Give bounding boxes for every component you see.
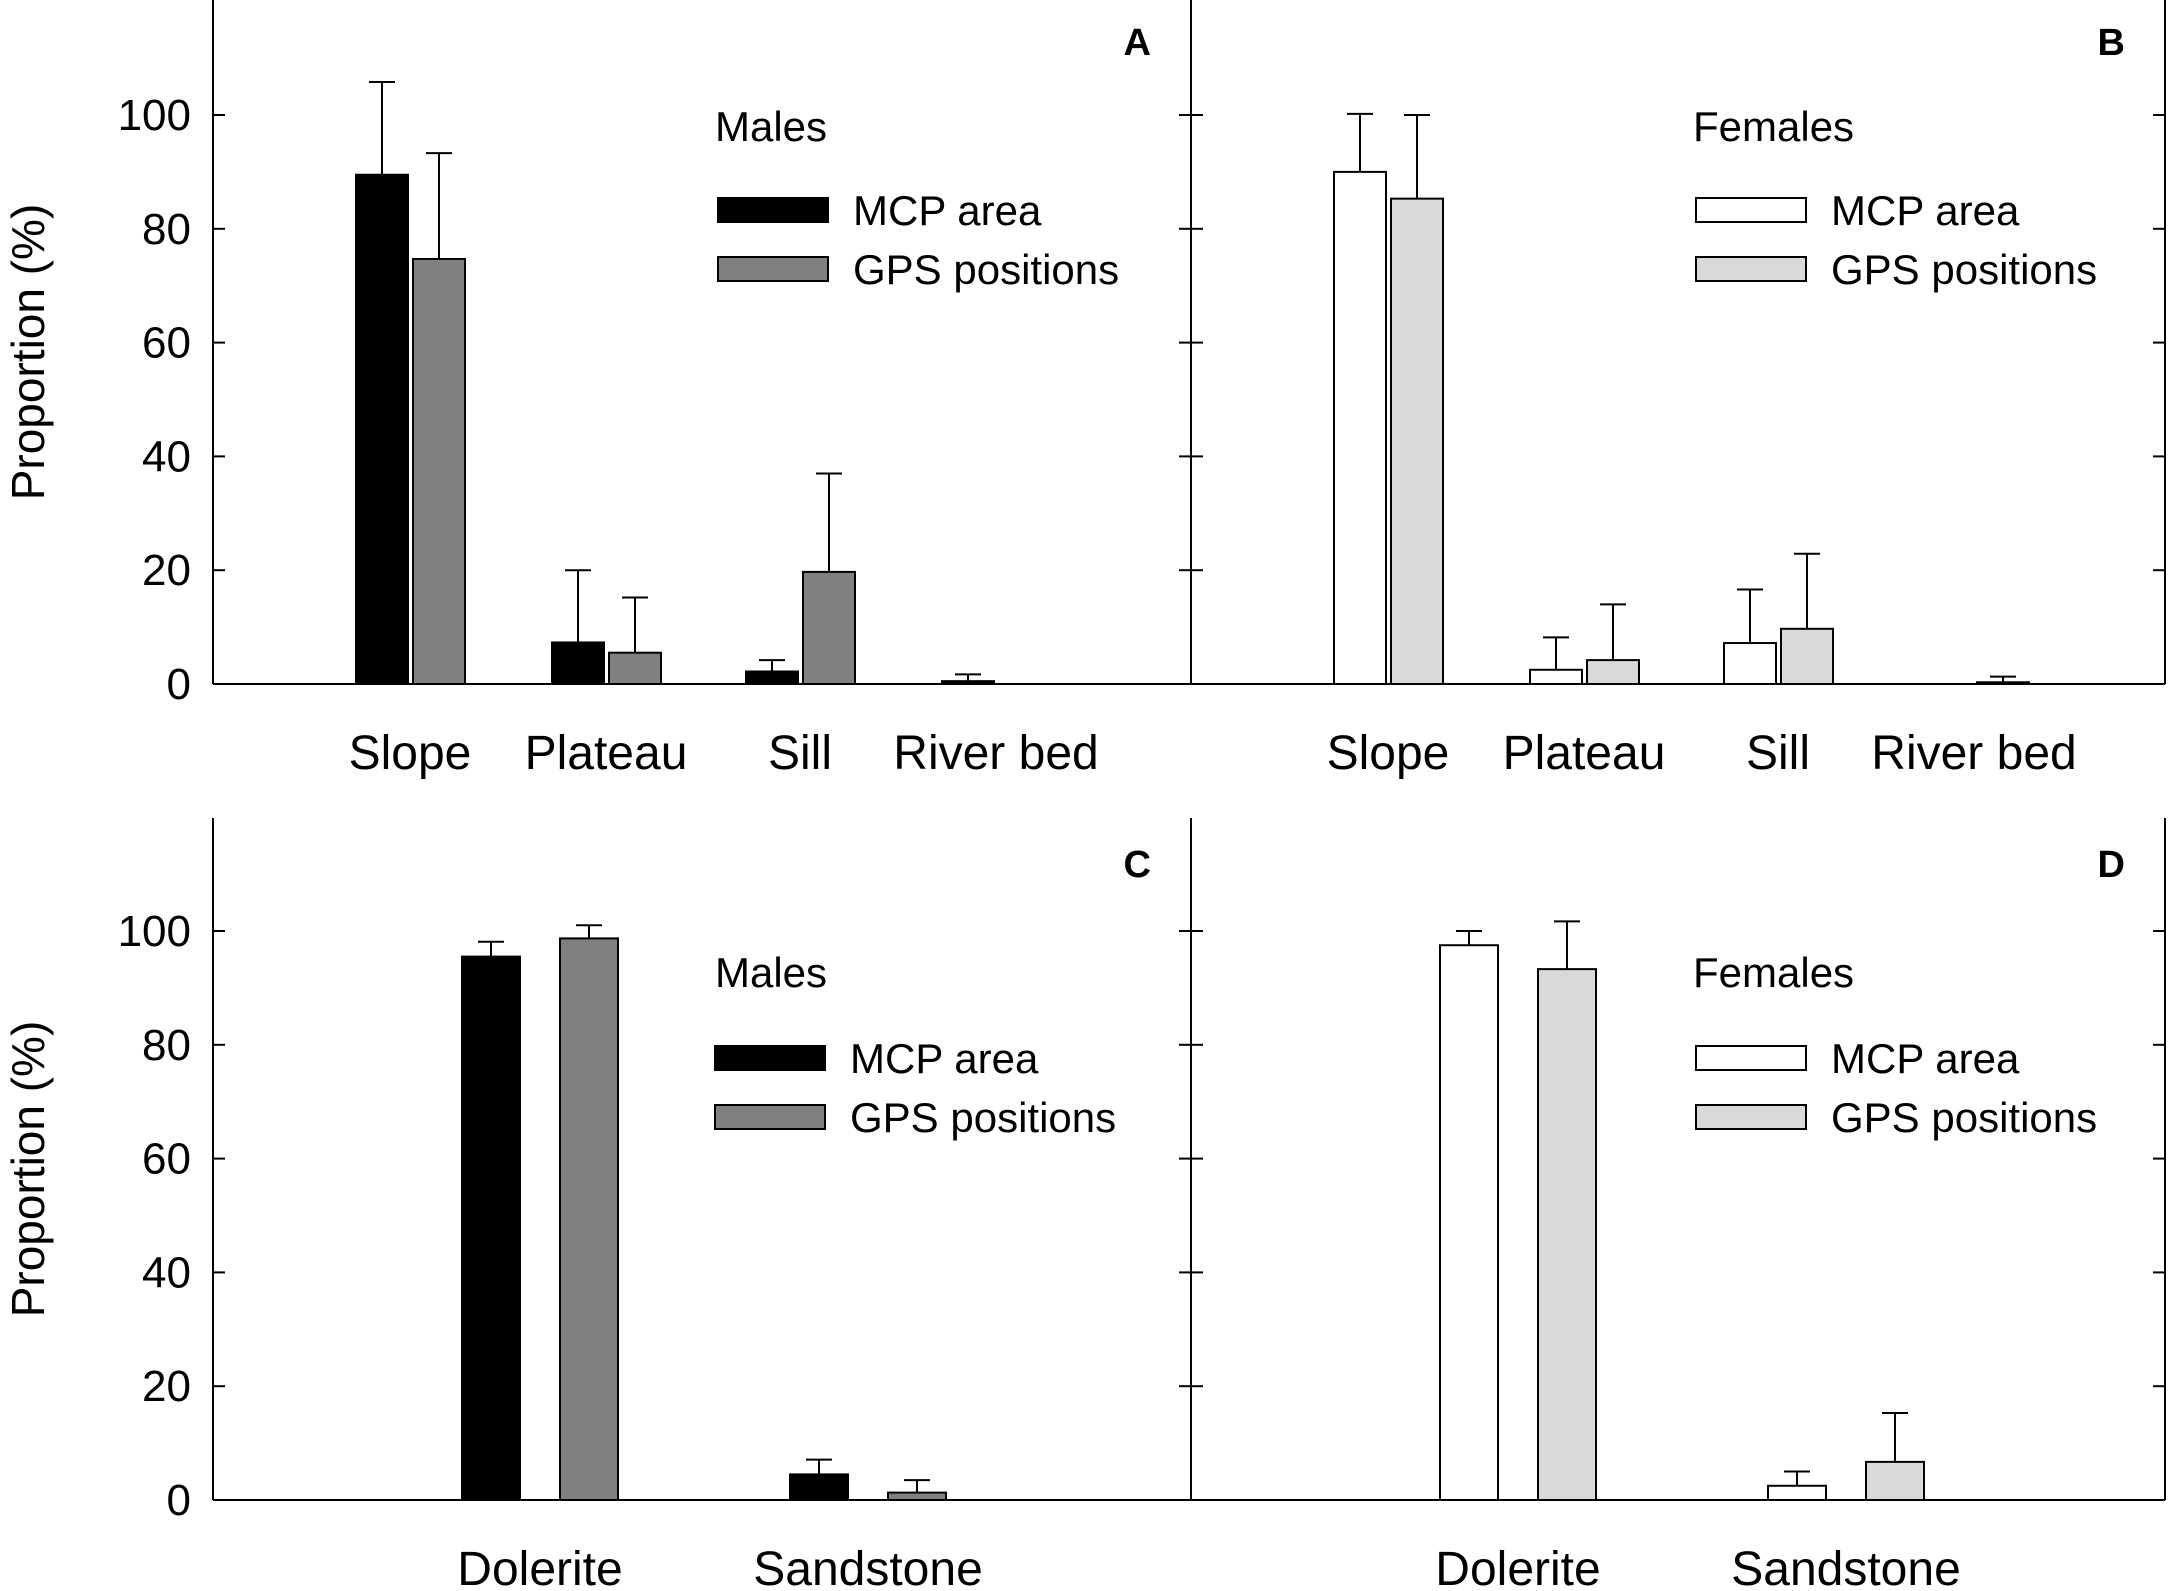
legend-title: Males — [715, 949, 827, 996]
legend-swatch — [1695, 256, 1807, 282]
x-tick-label: Sandstone — [753, 1543, 983, 1591]
bar — [1333, 170, 1387, 685]
bar — [1529, 668, 1583, 686]
x-tick-label: Slope — [349, 727, 472, 780]
y-tick-label: 40 — [142, 1248, 191, 1297]
panel-letter: B — [2098, 22, 2125, 64]
y-tick-label: 60 — [142, 1135, 191, 1184]
y-tick-label: 80 — [142, 1021, 191, 1070]
legend-swatch — [1695, 1104, 1807, 1130]
panel-letter: C — [1124, 844, 1151, 886]
y-tick-label: 40 — [142, 432, 191, 481]
legend-swatch — [714, 1104, 826, 1130]
x-tick-label: Sill — [768, 727, 832, 780]
panel-a: 0 20 40 60 80 100 Proportion (%) A Slope Plateau S… — [2, 0, 1192, 780]
y-tick-label: 20 — [142, 1362, 191, 1411]
bar — [559, 937, 619, 1501]
x-tick-label: Sill — [1746, 727, 1810, 780]
panel-d: D Dolerite Sandstone Females MCP area GPS pos… — [1190, 818, 2166, 1591]
x-tick-label: River bed — [1871, 727, 2076, 780]
x-tick-label: Plateau — [525, 727, 688, 780]
x-tick-label: Sandstone — [1731, 1543, 1961, 1591]
legend-label: GPS positions — [853, 246, 1119, 293]
x-tick-label: Dolerite — [457, 1543, 622, 1591]
bar — [802, 570, 856, 685]
bar — [1537, 968, 1597, 1501]
panel-c: 0 20 40 60 80 100 Proportion (%) C Dolerite Sands… — [2, 818, 1192, 1591]
bar — [745, 670, 799, 685]
legend-swatch — [717, 256, 829, 282]
y-tick-label: 0 — [167, 1476, 191, 1525]
x-tick-label: River bed — [893, 727, 1098, 780]
y-tick-label: 100 — [118, 907, 191, 956]
bar — [887, 1491, 947, 1502]
y-tick-label: 0 — [167, 660, 191, 709]
panel-b: B Slope Plateau Sill River bed Females MCP are… — [1190, 0, 2166, 780]
bar — [1865, 1460, 1925, 1501]
y-axis-label: Proportion (%) — [2, 1021, 54, 1318]
x-tick-label: Plateau — [1503, 727, 1666, 780]
legend-label: MCP area — [853, 187, 1042, 234]
legend-label: GPS positions — [1831, 1094, 2097, 1141]
legend-label: MCP area — [1831, 187, 2020, 234]
legend-swatch — [717, 197, 829, 223]
legend-label: MCP area — [1831, 1035, 2020, 1082]
legend-title: Males — [715, 103, 827, 150]
bar — [551, 641, 605, 686]
y-tick-label: 100 — [118, 91, 191, 140]
bar — [1767, 1484, 1827, 1502]
x-tick-label: Slope — [1327, 727, 1450, 780]
legend-title: Females — [1693, 103, 1854, 150]
y-tick-label: 80 — [142, 205, 191, 254]
bar — [355, 173, 409, 685]
bar — [1976, 681, 2030, 686]
legend-label: MCP area — [850, 1035, 1039, 1082]
bar — [789, 1473, 849, 1502]
bar — [608, 651, 662, 686]
y-tick-label: 20 — [142, 546, 191, 595]
bar — [1390, 197, 1444, 685]
bar — [1723, 642, 1777, 685]
panel-letter: D — [2098, 844, 2125, 886]
legend-swatch — [714, 1045, 826, 1071]
bar — [1586, 659, 1640, 685]
bar — [461, 955, 521, 1501]
x-tick-label: Dolerite — [1435, 1543, 1600, 1591]
legend-swatch — [1695, 197, 1807, 223]
legend-title: Females — [1693, 949, 1854, 996]
legend-label: GPS positions — [850, 1094, 1116, 1141]
bar — [1439, 944, 1499, 1501]
legend-swatch — [1695, 1045, 1807, 1071]
bar — [1780, 627, 1834, 686]
y-axis-label: Proportion (%) — [2, 204, 54, 501]
legend-label: GPS positions — [1831, 246, 2097, 293]
panel-letter: A — [1124, 22, 1151, 64]
bar — [941, 680, 995, 686]
bar — [412, 257, 466, 685]
y-tick-label: 60 — [142, 319, 191, 368]
